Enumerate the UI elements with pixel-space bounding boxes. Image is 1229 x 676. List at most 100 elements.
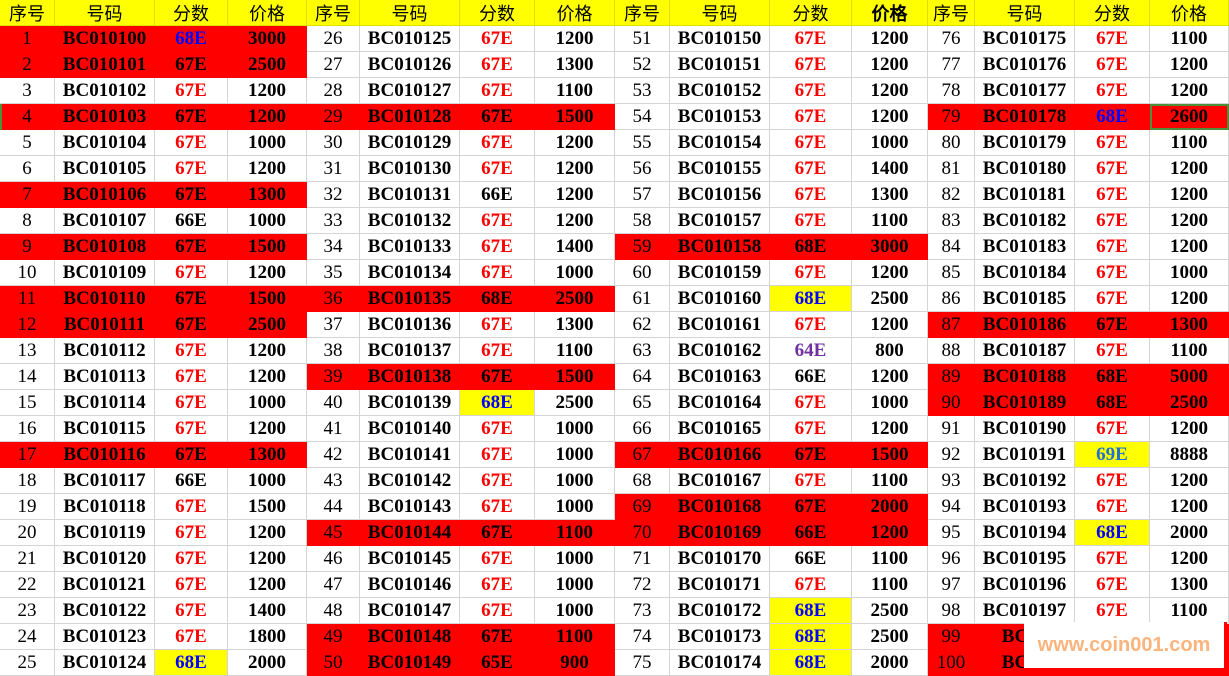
code-cell[interactable]: BC010106 — [55, 182, 155, 208]
code-cell[interactable]: BC010119 — [55, 520, 155, 546]
seq-cell[interactable]: 87 — [928, 312, 975, 338]
price-cell[interactable]: 1200 — [1150, 52, 1229, 78]
column-header-score[interactable]: 分数 — [460, 0, 535, 26]
code-cell[interactable]: BC010125 — [360, 26, 460, 52]
column-header-price[interactable]: 价格 — [228, 0, 307, 26]
code-cell[interactable]: BC010162 — [670, 338, 770, 364]
score-cell[interactable]: 68E — [770, 650, 852, 676]
code-cell[interactable]: BC010174 — [670, 650, 770, 676]
score-cell[interactable]: 67E — [155, 494, 228, 520]
price-cell[interactable]: 1300 — [852, 182, 928, 208]
seq-cell[interactable]: 4 — [0, 104, 55, 130]
price-cell[interactable]: 1200 — [1150, 494, 1229, 520]
seq-cell[interactable]: 51 — [615, 26, 670, 52]
score-cell[interactable]: 64E — [770, 338, 852, 364]
price-cell[interactable]: 1200 — [852, 52, 928, 78]
score-cell[interactable]: 67E — [460, 312, 535, 338]
price-cell[interactable]: 2500 — [852, 286, 928, 312]
code-cell[interactable]: BC010148 — [360, 624, 460, 650]
price-cell[interactable]: 1200 — [228, 338, 307, 364]
price-cell[interactable]: 1200 — [228, 416, 307, 442]
price-cell[interactable]: 1200 — [1150, 234, 1229, 260]
seq-cell[interactable]: 15 — [0, 390, 55, 416]
price-cell[interactable]: 1000 — [228, 468, 307, 494]
seq-cell[interactable]: 80 — [928, 130, 975, 156]
seq-cell[interactable]: 61 — [615, 286, 670, 312]
code-cell[interactable]: BC010163 — [670, 364, 770, 390]
price-cell[interactable]: 1000 — [1150, 260, 1229, 286]
score-cell[interactable]: 67E — [1075, 78, 1150, 104]
seq-cell[interactable]: 59 — [615, 234, 670, 260]
score-cell[interactable]: 67E — [460, 130, 535, 156]
code-cell[interactable]: BC010129 — [360, 130, 460, 156]
score-cell[interactable]: 67E — [1075, 130, 1150, 156]
price-cell[interactable]: 1100 — [1150, 26, 1229, 52]
code-cell[interactable]: BC010187 — [975, 338, 1075, 364]
seq-cell[interactable]: 28 — [307, 78, 360, 104]
code-cell[interactable]: BC010179 — [975, 130, 1075, 156]
code-cell[interactable]: BC010161 — [670, 312, 770, 338]
code-cell[interactable]: BC010137 — [360, 338, 460, 364]
code-cell[interactable]: BC010103 — [55, 104, 155, 130]
seq-cell[interactable]: 78 — [928, 78, 975, 104]
code-cell[interactable]: BC010120 — [55, 546, 155, 572]
score-cell[interactable]: 68E — [155, 26, 228, 52]
price-cell[interactable]: 2500 — [1150, 390, 1229, 416]
score-cell[interactable]: 67E — [770, 130, 852, 156]
code-cell[interactable]: BC010183 — [975, 234, 1075, 260]
score-cell[interactable]: 67E — [1075, 338, 1150, 364]
code-cell[interactable]: BC010177 — [975, 78, 1075, 104]
seq-cell[interactable]: 55 — [615, 130, 670, 156]
score-cell[interactable]: 67E — [460, 208, 535, 234]
score-cell[interactable]: 67E — [460, 442, 535, 468]
code-cell[interactable]: BC010144 — [360, 520, 460, 546]
price-cell[interactable]: 1200 — [535, 130, 615, 156]
code-cell[interactable]: BC010122 — [55, 598, 155, 624]
score-cell[interactable]: 67E — [155, 520, 228, 546]
price-cell[interactable]: 1200 — [1150, 546, 1229, 572]
seq-cell[interactable]: 94 — [928, 494, 975, 520]
score-cell[interactable]: 67E — [460, 572, 535, 598]
seq-cell[interactable]: 91 — [928, 416, 975, 442]
column-header-price[interactable]: 价格 — [852, 0, 928, 26]
score-cell[interactable]: 67E — [770, 52, 852, 78]
price-cell[interactable]: 1000 — [535, 442, 615, 468]
column-header-seq[interactable]: 序号 — [615, 0, 670, 26]
price-cell[interactable]: 1200 — [1150, 78, 1229, 104]
score-cell[interactable]: 67E — [1075, 182, 1150, 208]
price-cell[interactable]: 1000 — [852, 130, 928, 156]
code-cell[interactable]: BC010136 — [360, 312, 460, 338]
code-cell[interactable]: BC010143 — [360, 494, 460, 520]
price-cell[interactable]: 1000 — [535, 572, 615, 598]
price-cell[interactable]: 1200 — [852, 78, 928, 104]
code-cell[interactable]: BC010142 — [360, 468, 460, 494]
code-cell[interactable]: BC010168 — [670, 494, 770, 520]
seq-cell[interactable]: 50 — [307, 650, 360, 676]
price-cell[interactable]: 2500 — [852, 624, 928, 650]
score-cell[interactable]: 68E — [770, 624, 852, 650]
score-cell[interactable]: 67E — [460, 78, 535, 104]
seq-cell[interactable]: 88 — [928, 338, 975, 364]
code-cell[interactable]: BC010127 — [360, 78, 460, 104]
score-cell[interactable]: 67E — [155, 130, 228, 156]
code-cell[interactable]: BC010159 — [670, 260, 770, 286]
score-cell[interactable]: 67E — [1075, 260, 1150, 286]
seq-cell[interactable]: 84 — [928, 234, 975, 260]
code-cell[interactable]: BC010124 — [55, 650, 155, 676]
seq-cell[interactable]: 100 — [928, 650, 975, 676]
code-cell[interactable]: BC010173 — [670, 624, 770, 650]
score-cell[interactable]: 67E — [770, 104, 852, 130]
column-header-score[interactable]: 分数 — [155, 0, 228, 26]
column-header-seq[interactable]: 序号 — [307, 0, 360, 26]
price-cell[interactable]: 1000 — [228, 208, 307, 234]
code-cell[interactable]: BC010114 — [55, 390, 155, 416]
seq-cell[interactable]: 74 — [615, 624, 670, 650]
seq-cell[interactable]: 90 — [928, 390, 975, 416]
seq-cell[interactable]: 8 — [0, 208, 55, 234]
code-cell[interactable]: BC010164 — [670, 390, 770, 416]
seq-cell[interactable]: 57 — [615, 182, 670, 208]
code-cell[interactable]: BC010192 — [975, 468, 1075, 494]
price-cell[interactable]: 1400 — [535, 234, 615, 260]
score-cell[interactable]: 67E — [460, 468, 535, 494]
score-cell[interactable]: 67E — [770, 26, 852, 52]
